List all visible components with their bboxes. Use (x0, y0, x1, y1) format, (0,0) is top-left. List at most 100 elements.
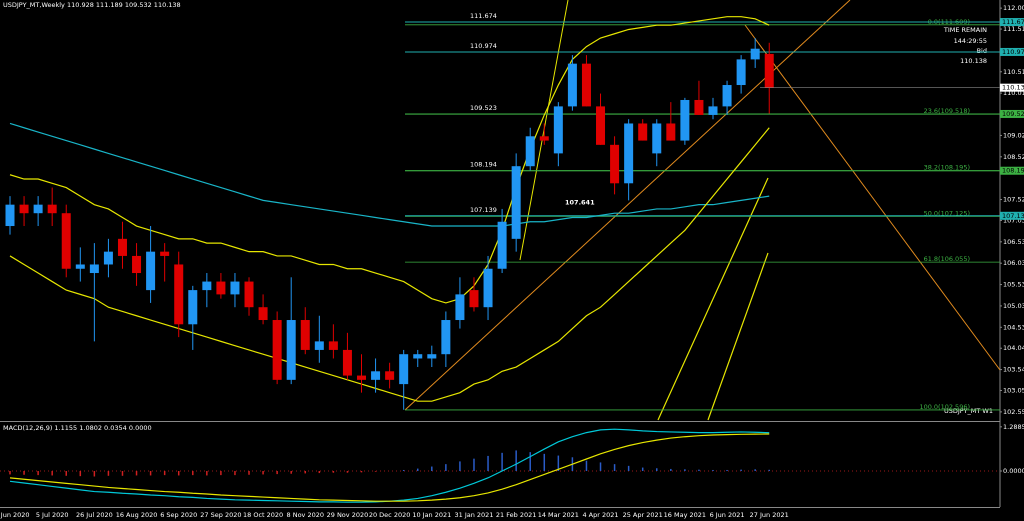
histogram-bar (740, 469, 742, 471)
x-tick-label: 26 Jul 2020 (76, 511, 113, 519)
histogram-bar (698, 469, 700, 471)
candle-body (61, 213, 71, 269)
histogram-bar (79, 471, 82, 477)
candle-body (300, 320, 310, 350)
x-tick-label: 5 Jul 2020 (36, 511, 69, 519)
histogram-bar (318, 471, 321, 474)
y-tick-label: 109.020 (1003, 131, 1024, 139)
y-tick-label: 106.030 (1003, 259, 1024, 267)
histogram-bar (726, 469, 728, 471)
histogram-bar (543, 453, 546, 471)
histogram-bar (93, 471, 96, 477)
indicator-line (9, 16, 770, 304)
level-tag-label: 109.523 (1002, 110, 1024, 118)
y-tick-label: 104.040 (1003, 344, 1024, 352)
candle-body (75, 264, 85, 269)
candle-body (694, 99, 704, 115)
histogram-bar (473, 458, 475, 471)
candle-body (314, 341, 324, 350)
histogram-bar (712, 469, 714, 471)
candle-body (413, 354, 423, 359)
y-tick-label: 106.530 (1003, 238, 1024, 246)
candle-body (610, 144, 620, 184)
chart-title: USDJPY_MT,Weekly 110.928 111.189 109.532… (3, 1, 181, 9)
histogram-bar (248, 471, 250, 475)
histogram-bar (402, 469, 405, 471)
x-tick-label: 10 Jan 2021 (412, 511, 451, 519)
histogram-bar (37, 471, 39, 476)
indicator-line (9, 122, 770, 227)
fib-label: 100.0(102.596) (919, 403, 970, 411)
histogram-bar (515, 450, 517, 471)
level-tag (1000, 18, 1024, 27)
macd-title: MACD(12,26,9) 1.1155 1.0802 0.0354 0.000… (3, 424, 152, 432)
x-tick-label: 8 Nov 2020 (287, 511, 325, 519)
x-tick-label: 29 Nov 2020 (327, 511, 369, 519)
x-tick-label: 20 Dec 2020 (369, 511, 411, 519)
x-tick-label: 16 Aug 2020 (116, 511, 158, 519)
channel-line (707, 252, 769, 421)
histogram-bar (149, 471, 152, 476)
candle-body (385, 371, 395, 380)
x-tick-label: 14 Mar 2021 (538, 511, 579, 519)
candle-body (117, 238, 127, 256)
histogram-bar (641, 467, 644, 471)
level-tag-label: 107.139 (1002, 212, 1024, 220)
histogram-bar (107, 471, 110, 476)
histogram-bar (262, 471, 264, 475)
candle-body (258, 307, 268, 321)
x-tick-label: 6 Sep 2020 (160, 511, 197, 519)
y-tick-label: 103.050 (1003, 387, 1024, 395)
candle-body (357, 375, 366, 380)
histogram-bar (529, 452, 531, 471)
candle-body (33, 204, 43, 214)
histogram-bar (163, 471, 166, 476)
low-annotation: 107.641 (565, 198, 595, 206)
level-label: 111.674 (470, 12, 497, 20)
histogram-bar (445, 464, 447, 471)
candle-body (132, 255, 142, 274)
histogram-bar (754, 469, 756, 471)
candle-body (525, 136, 535, 167)
histogram-bar (220, 471, 222, 476)
y-tick-label: 107.520 (1003, 196, 1024, 204)
histogram-bar (332, 471, 335, 473)
candle-body (441, 320, 451, 355)
x-tick-label: 6 Jun 2021 (710, 511, 745, 519)
candle-body (399, 354, 409, 385)
histogram-bar (670, 468, 672, 471)
candle-body (624, 123, 634, 184)
candle-body (736, 59, 746, 86)
candle-body (666, 123, 676, 141)
histogram-bar (627, 465, 630, 471)
candle-body (455, 294, 465, 321)
candle-body (188, 290, 198, 325)
candle-body (371, 371, 381, 380)
y-tick-label: 0.0000 (1003, 467, 1024, 475)
histogram-bar (9, 471, 11, 475)
channel-line (657, 177, 769, 421)
y-tick-label: 110.510 (1003, 68, 1024, 76)
candle-body (638, 123, 648, 141)
y-tick-label: 111.510 (1003, 25, 1024, 33)
y-tick-label: 108.520 (1003, 153, 1024, 161)
histogram-bar (487, 455, 489, 471)
histogram-bar (346, 471, 349, 473)
y-tick-label: 104.530 (1003, 323, 1024, 331)
candle-body (202, 281, 212, 291)
candle-body (342, 349, 352, 376)
histogram-bar (206, 471, 208, 476)
histogram-bar (304, 471, 307, 474)
bid-tag (1000, 83, 1024, 92)
x-tick-label: 25 Apr 2021 (623, 511, 663, 519)
histogram-bar (234, 471, 236, 476)
histogram-bar (431, 466, 433, 471)
level-tag-label: 110.974 (1002, 48, 1024, 56)
fib-label: 50.0(107.125) (924, 209, 970, 217)
candle-body (750, 48, 760, 60)
candle-body (764, 53, 774, 88)
candle-body (286, 320, 296, 380)
x-tick-label: 18 Oct 2020 (243, 511, 283, 519)
candle-body (160, 251, 170, 256)
